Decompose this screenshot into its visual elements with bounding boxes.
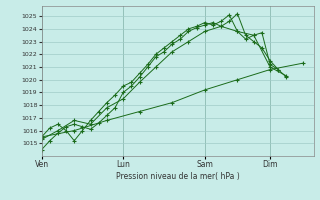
X-axis label: Pression niveau de la mer( hPa ): Pression niveau de la mer( hPa ) <box>116 172 239 181</box>
